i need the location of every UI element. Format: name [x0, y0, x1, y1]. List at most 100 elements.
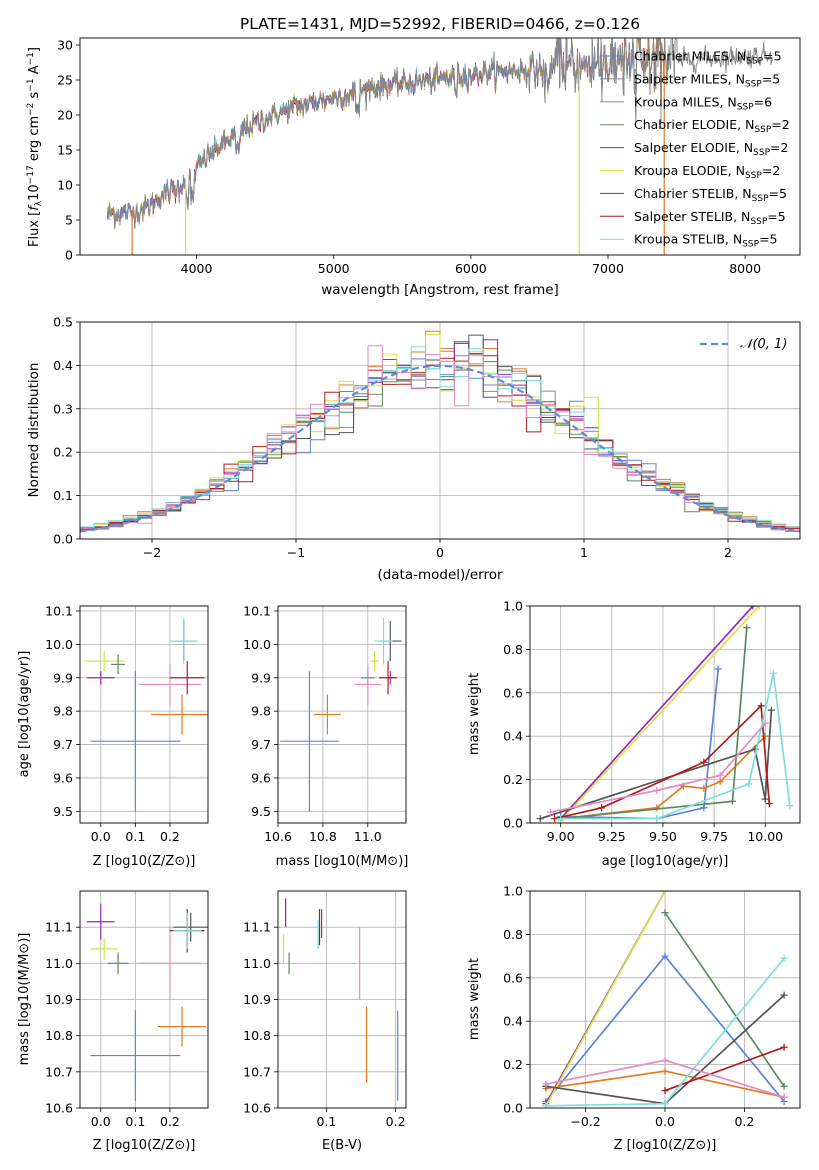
- y-axis-label: mass weight: [467, 673, 482, 755]
- errorbars-z-mass: [86, 903, 208, 1101]
- y-axis-label: mass [log10(M/M⊙)]: [17, 933, 32, 1066]
- xtick-label: 7000: [592, 261, 624, 276]
- axes-frame-residuals: [79, 321, 801, 540]
- legend-text: Kroupa STELIB, N: [634, 232, 742, 247]
- weight-marker: [653, 804, 661, 812]
- axes-age-weight: 9.00 9.25 9.50 9.75 10.00 0.0 0.2 0.4 0.6 0.8 1.0: [503, 599, 800, 844]
- legend-label: Kroupa STELIB, NSSP=5: [634, 232, 778, 250]
- residual-histograms: [80, 330, 800, 534]
- weight-marker: [653, 786, 661, 794]
- legend-nssp: =5: [763, 49, 781, 64]
- legend-nssp: =5: [762, 71, 780, 86]
- ytick-label: 9.8: [53, 704, 73, 719]
- legend-nssp: =2: [770, 140, 788, 155]
- ytick-label: 0.8: [503, 927, 523, 942]
- y-axis-label-part: f: [27, 204, 42, 211]
- ytick-label: 9.9: [251, 670, 271, 685]
- y-axis-label-part: erg cm: [27, 116, 42, 165]
- axes-frame-age-weight: [529, 605, 801, 824]
- figure-title: PLATE=1431, MJD=52992, FIBERID=0466, z=0…: [240, 15, 640, 33]
- ytick-label: 0.3: [53, 401, 73, 416]
- weight-marker: [755, 606, 763, 610]
- y-axis-label: Flux [fλ10−17 erg cm−2 s−1 A−1]: [26, 47, 44, 247]
- axes-mass-age: 10.6 10.8 11.0 9.5 9.6 9.7 9.8 9.9 10.0 10.1: [243, 604, 406, 844]
- y-axis-label-part: −17: [26, 165, 36, 184]
- xtick-label: 9.50: [649, 829, 677, 844]
- xtick-label: 0.1: [125, 829, 145, 844]
- ytick-label: 10.6: [243, 1101, 271, 1116]
- ytick-label: 20: [57, 108, 73, 123]
- x-axis-label: Z [log10(Z/Z⊙)]: [614, 1138, 717, 1153]
- weight-marker: [546, 808, 554, 816]
- ytick-label: 0.6: [503, 970, 523, 985]
- ytick-label: 9.8: [251, 704, 271, 719]
- weight-marker: [557, 815, 565, 823]
- ytick-label: 0.4: [503, 1014, 523, 1029]
- ytick-label: 0.0: [53, 532, 73, 547]
- xtick-label: 10.8: [309, 829, 337, 844]
- axes-frame-z-mass: [79, 890, 209, 1109]
- ytick-label: 0.4: [503, 729, 523, 744]
- ytick-label: 10.8: [243, 1028, 271, 1043]
- axes-frame-mass-age: [277, 605, 407, 824]
- ytick-label: 10.9: [45, 992, 73, 1007]
- weight-line: [539, 710, 773, 820]
- y-axis-label-part: s: [27, 91, 42, 102]
- ytick-label: 25: [57, 73, 73, 88]
- ytick-label: 10.1: [243, 604, 271, 619]
- xtick-label: 1: [580, 545, 588, 560]
- legend-sub: SSP: [746, 57, 763, 67]
- legend-nssp: =5: [767, 209, 785, 224]
- legend-text: Chabrier STELIB, N: [634, 186, 752, 201]
- weight-marker: [661, 1067, 669, 1075]
- xtick-label: 0.0: [91, 1114, 111, 1129]
- xtick-label: 0.0: [655, 1114, 675, 1129]
- ytick-label: 0.8: [503, 642, 523, 657]
- weight-line: [560, 606, 754, 820]
- y-axis-label-part: λ: [34, 200, 44, 206]
- ytick-label: 0.5: [53, 315, 73, 330]
- legend-sub: SSP: [737, 102, 754, 112]
- axes-frame-spectrum: [79, 37, 801, 256]
- xtick-label: 0.2: [160, 829, 180, 844]
- ytick-label: 0.2: [53, 445, 73, 460]
- weight-marker: [700, 804, 708, 812]
- weight-line: [664, 912, 785, 1087]
- weight-marker: [780, 1093, 788, 1101]
- weight-marker: [780, 954, 788, 962]
- ytick-label: 30: [57, 38, 73, 53]
- weight-marker: [661, 1100, 669, 1108]
- weight-marker: [542, 1102, 550, 1108]
- ytick-label: 10.8: [45, 1028, 73, 1043]
- weight-line: [560, 606, 760, 822]
- ytick-label: 0.2: [503, 772, 523, 787]
- ytick-label: 9.6: [53, 770, 73, 785]
- legend-sub: SSP: [745, 171, 762, 181]
- ytick-label: 10.6: [45, 1101, 73, 1116]
- legend-nssp: =2: [771, 117, 789, 132]
- errorbars-ebv-mass: [282, 898, 399, 1101]
- ytick-label: 9.7: [53, 737, 73, 752]
- legend-nssp: =6: [754, 94, 772, 109]
- ytick-label: 1.0: [503, 599, 523, 614]
- weights-age-weight: [536, 606, 794, 823]
- weight-marker: [716, 771, 724, 779]
- xtick-label: −2: [143, 545, 161, 560]
- weight-marker: [661, 909, 669, 917]
- ytick-label: 0: [65, 248, 73, 263]
- xtick-label: 10.00: [747, 829, 783, 844]
- legend-text: Kroupa ELODIE, N: [634, 163, 745, 178]
- legend-label: Kroupa MILES, NSSP=6: [634, 94, 772, 112]
- weights-z-weight: [542, 891, 788, 1108]
- ytick-label: 0.0: [503, 1101, 523, 1116]
- weight-line: [545, 891, 666, 1107]
- legend-label: Chabrier MILES, NSSP=5: [634, 49, 782, 67]
- axes-frame-ebv-mass: [277, 890, 407, 1109]
- xtick-label: 0.2: [734, 1114, 754, 1129]
- ytick-label: 0.0: [503, 816, 523, 831]
- legend-label: Salpeter STELIB, NSSP=5: [634, 209, 786, 227]
- weight-marker: [786, 802, 794, 810]
- weight-marker: [661, 891, 669, 895]
